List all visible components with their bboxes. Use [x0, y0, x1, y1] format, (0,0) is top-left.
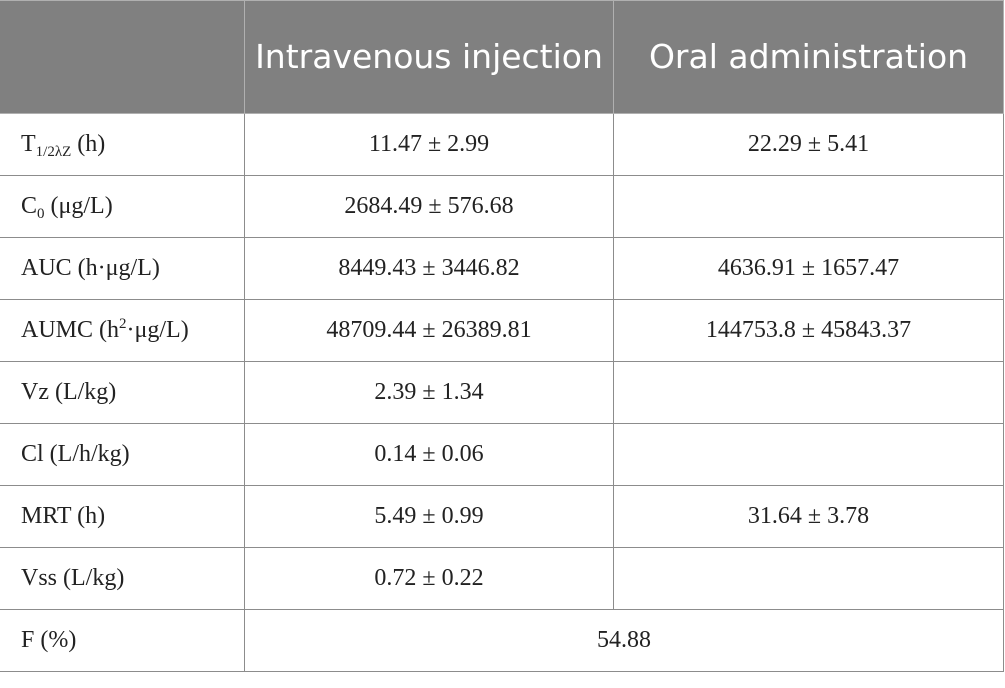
row-label-aumc: AUMC (h2·μg/L) [0, 299, 245, 362]
table-row: Vss (L/kg) 0.72 ± 0.22 [0, 547, 1004, 610]
row-label-c0: C0 (μg/L) [0, 175, 245, 238]
header-parameter [0, 0, 245, 114]
cell-iv-value: 11.47 ± 2.99 [244, 113, 614, 176]
row-label-cl: Cl (L/h/kg) [0, 423, 245, 486]
cell-iv-value: 5.49 ± 0.99 [244, 485, 614, 548]
cell-oral-value [613, 547, 1004, 610]
cell-oral-value: 22.29 ± 5.41 [613, 113, 1004, 176]
cell-iv-value: 48709.44 ± 26389.81 [244, 299, 614, 362]
cell-oral-value: 4636.91 ± 1657.47 [613, 237, 1004, 300]
cell-iv-value: 2.39 ± 1.34 [244, 361, 614, 424]
table-row: MRT (h) 5.49 ± 0.99 31.64 ± 3.78 [0, 485, 1004, 548]
table-row: C0 (μg/L) 2684.49 ± 576.68 [0, 175, 1004, 238]
cell-iv-value: 0.14 ± 0.06 [244, 423, 614, 486]
row-label-vss: Vss (L/kg) [0, 547, 245, 610]
cell-oral-value [613, 423, 1004, 486]
row-label-f: F (%) [0, 609, 245, 672]
table-row: Vz (L/kg) 2.39 ± 1.34 [0, 361, 1004, 424]
header-row: Intravenous injection Oral administratio… [0, 0, 1004, 114]
table-row: F (%) 54.88 [0, 609, 1004, 672]
table-row: AUC (h·μg/L) 8449.43 ± 3446.82 4636.91 ±… [0, 237, 1004, 300]
cell-combined-value: 54.88 [244, 609, 1004, 672]
row-label-t-half: T1/2λZ (h) [0, 113, 245, 176]
pharmacokinetic-parameters-table: Intravenous injection Oral administratio… [0, 0, 1004, 672]
cell-oral-value: 31.64 ± 3.78 [613, 485, 1004, 548]
header-intravenous-injection: Intravenous injection [244, 0, 614, 114]
header-oral-administration: Oral administration [613, 0, 1004, 114]
table-row: AUMC (h2·μg/L) 48709.44 ± 26389.81 14475… [0, 299, 1004, 362]
cell-oral-value: 144753.8 ± 45843.37 [613, 299, 1004, 362]
row-label-mrt: MRT (h) [0, 485, 245, 548]
table-row: Cl (L/h/kg) 0.14 ± 0.06 [0, 423, 1004, 486]
cell-iv-value: 2684.49 ± 576.68 [244, 175, 614, 238]
row-label-vz: Vz (L/kg) [0, 361, 245, 424]
cell-iv-value: 8449.43 ± 3446.82 [244, 237, 614, 300]
cell-oral-value [613, 175, 1004, 238]
table-row: T1/2λZ (h) 11.47 ± 2.99 22.29 ± 5.41 [0, 113, 1004, 176]
cell-oral-value [613, 361, 1004, 424]
row-label-auc: AUC (h·μg/L) [0, 237, 245, 300]
cell-iv-value: 0.72 ± 0.22 [244, 547, 614, 610]
